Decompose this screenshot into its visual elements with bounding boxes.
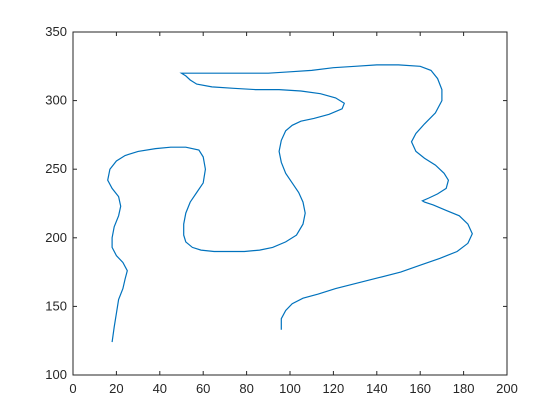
- x-tick-label-3: 60: [196, 381, 210, 396]
- x-tick-label-6: 120: [323, 381, 345, 396]
- plot-area: [72, 31, 508, 376]
- x-tick-label-1: 20: [109, 381, 123, 396]
- curve-series: [107, 64, 473, 343]
- x-tick-label-0: 0: [69, 381, 76, 396]
- x-tick-label-8: 160: [409, 381, 431, 396]
- y-tick-label-0: 100: [45, 367, 67, 382]
- y-tick-label-2: 200: [45, 230, 67, 245]
- x-tick-label-4: 80: [239, 381, 253, 396]
- x-tick-labels: 0 20 40 60 80 100 120 140 160 180 200: [69, 381, 517, 396]
- y-tick-label-5: 350: [45, 24, 67, 39]
- y-tick-label-4: 300: [45, 93, 67, 108]
- x-tick-label-5: 100: [279, 381, 301, 396]
- axis-ticks: [72, 31, 508, 376]
- x-tick-label-2: 40: [153, 381, 167, 396]
- x-tick-label-10: 200: [496, 381, 518, 396]
- x-tick-label-9: 180: [453, 381, 475, 396]
- x-tick-label-7: 140: [366, 381, 388, 396]
- y-tick-label-3: 250: [45, 161, 67, 176]
- y-tick-label-1: 150: [45, 298, 67, 313]
- y-tick-labels: 100 150 200 250 300 350: [45, 24, 67, 382]
- series-line-0: [107, 64, 473, 343]
